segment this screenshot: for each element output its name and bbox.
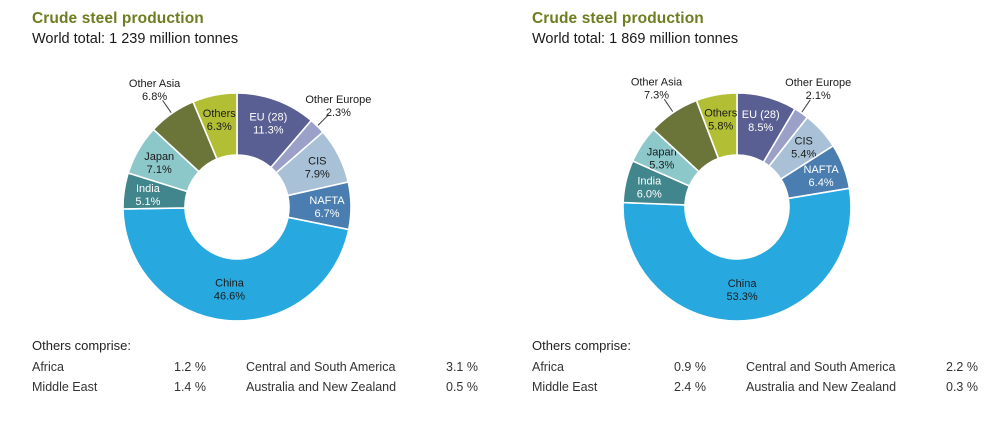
slice-label-name: China <box>728 278 758 290</box>
slice-label-value: 6.0% <box>637 189 662 201</box>
chart-title: Crude steel production <box>532 10 704 27</box>
others-item-label: Middle East <box>532 380 598 394</box>
slice-label-value: 53.3% <box>726 291 757 303</box>
slice-label-value: 5.3% <box>649 160 674 172</box>
slice-label-name: NAFTA <box>309 195 345 207</box>
others-item-value: 1.2 % <box>174 360 206 374</box>
others-item-value: 0.3 % <box>946 380 978 394</box>
others-item-value: 1.4 % <box>174 380 206 394</box>
slice-label-name: EU (28) <box>249 112 287 124</box>
slice-label-value: 6.8% <box>142 91 167 103</box>
label-leader-line <box>663 98 674 112</box>
slice-label-name: China <box>215 278 245 290</box>
others-comprise-section: Others comprise: Africa 1.2 % Central an… <box>32 338 500 394</box>
slice-label-name: CIS <box>795 136 813 148</box>
others-item-label: Central and South America <box>746 360 896 374</box>
others-item-label: Australia and New Zealand <box>246 380 397 394</box>
others-item-label: Middle East <box>32 380 98 394</box>
others-item-label: Africa <box>532 360 564 374</box>
others-item-value: 0.9 % <box>674 360 706 374</box>
slice-label-value: 6.3% <box>207 121 232 133</box>
slice-label-value: 46.6% <box>214 291 245 303</box>
donut-slice-china <box>622 187 852 322</box>
slice-label-value: 6.7% <box>314 208 339 220</box>
others-item-value: 2.2 % <box>946 360 978 374</box>
slice-label-value: 2.1% <box>806 90 831 102</box>
slice-label-value: 7.9% <box>305 168 330 180</box>
chart-panel-right: Crude steel production World total: 1 86… <box>500 0 1000 434</box>
slice-label-name: India <box>136 183 161 195</box>
slice-label-name: Other Asia <box>129 78 181 90</box>
others-title: Others comprise: <box>32 338 131 353</box>
others-comprise-section: Others comprise: Africa 0.9 % Central an… <box>532 338 1000 394</box>
label-leader-line <box>317 114 329 126</box>
others-item-label: Australia and New Zealand <box>746 380 897 394</box>
others-title: Others comprise: <box>532 338 631 353</box>
slice-label-name: Other Asia <box>631 77 683 89</box>
donut-slice-china <box>122 207 350 322</box>
slice-label-value: 7.1% <box>147 164 172 176</box>
slice-label-value: 5.4% <box>791 149 816 161</box>
slice-label-name: Japan <box>647 147 677 159</box>
donut-chart-right: EU (28)8.5%Other Europe2.1%CIS5.4%NAFTA6… <box>622 77 852 322</box>
slice-label-name: CIS <box>308 155 326 167</box>
others-item-value: 3.1 % <box>446 360 478 374</box>
others-item-label: Central and South America <box>246 360 396 374</box>
world-total-subtitle: World total: 1 239 million tonnes <box>32 31 239 47</box>
chart-panel-left: Crude steel production World total: 1 23… <box>32 10 500 394</box>
slice-label-name: Other Europe <box>305 94 371 106</box>
label-leader-line <box>801 99 811 113</box>
slice-label-name: India <box>637 176 662 188</box>
slice-label-value: 2.3% <box>326 107 351 119</box>
others-item-label: Africa <box>32 360 64 374</box>
slice-label-name: Others <box>203 108 237 120</box>
slice-label-name: Japan <box>144 151 174 163</box>
slice-label-value: 11.3% <box>253 125 284 137</box>
slice-label-value: 5.1% <box>135 196 160 208</box>
others-grid: Africa 0.9 % Central and South America 2… <box>532 360 1000 394</box>
slice-label-name: EU (28) <box>742 109 780 121</box>
slice-label-value: 8.5% <box>748 122 773 134</box>
chart-title: Crude steel production <box>32 10 204 27</box>
others-item-value: 2.4 % <box>674 380 706 394</box>
slice-label-value: 5.8% <box>708 121 733 133</box>
slice-label-name: Others <box>704 108 738 120</box>
donut-slice-others <box>695 92 738 160</box>
label-leader-line <box>162 100 172 113</box>
slice-label-name: Other Europe <box>785 77 851 89</box>
donut-slice-others <box>192 92 238 161</box>
slice-label-value: 6.4% <box>809 177 834 189</box>
others-item-value: 0.5 % <box>446 380 478 394</box>
world-total-subtitle: World total: 1 869 million tonnes <box>532 31 739 47</box>
others-grid: Africa 1.2 % Central and South America 3… <box>32 360 500 394</box>
slice-label-value: 7.3% <box>644 90 669 102</box>
slice-label-name: NAFTA <box>803 164 839 176</box>
